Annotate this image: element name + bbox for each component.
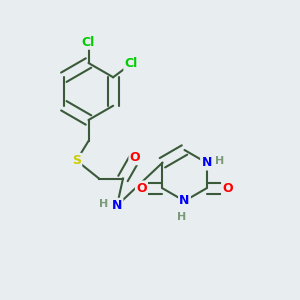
Text: H: H xyxy=(99,199,108,209)
Text: Cl: Cl xyxy=(82,35,95,49)
Text: H: H xyxy=(215,156,225,166)
Text: H: H xyxy=(177,212,186,223)
Text: O: O xyxy=(136,182,147,195)
Text: Cl: Cl xyxy=(124,57,138,70)
Text: N: N xyxy=(201,156,212,169)
Text: N: N xyxy=(179,194,190,208)
Text: O: O xyxy=(130,151,140,164)
Text: O: O xyxy=(222,182,233,195)
Text: N: N xyxy=(112,199,122,212)
Text: S: S xyxy=(72,154,81,167)
